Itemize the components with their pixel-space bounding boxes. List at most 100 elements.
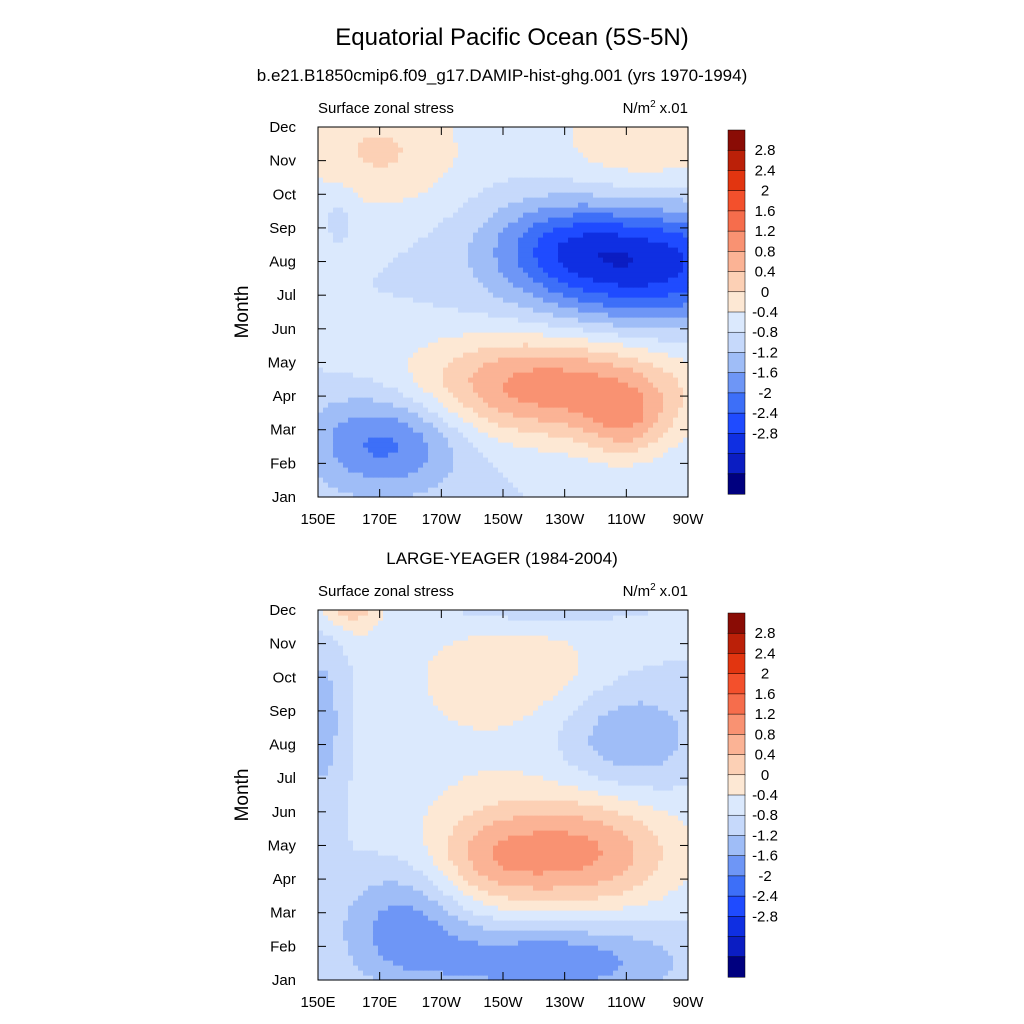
contour-cell — [488, 302, 494, 308]
contour-cell — [528, 337, 534, 343]
contour-cell — [683, 402, 689, 408]
contour-cell — [663, 417, 669, 423]
panel-1-left-label: Surface zonal stress — [318, 100, 454, 117]
contour-cell — [413, 247, 419, 253]
contour-cell — [433, 352, 439, 358]
contour-cell — [333, 312, 339, 318]
contour-cell — [603, 182, 609, 188]
contour-cell — [373, 447, 379, 453]
contour-cell — [493, 297, 499, 303]
contour-cell — [318, 367, 324, 373]
contour-cell — [363, 417, 369, 423]
contour-cell — [613, 212, 619, 218]
contour-cell — [638, 187, 644, 193]
contour-cell — [673, 452, 679, 458]
contour-cell — [443, 332, 449, 338]
contour-cell — [368, 467, 374, 473]
contour-cell — [478, 437, 484, 443]
contour-cell — [493, 432, 499, 438]
contour-cell — [368, 222, 374, 228]
contour-cell — [448, 452, 454, 458]
contour-cell — [428, 362, 434, 368]
contour-cell — [583, 367, 589, 373]
contour-cell — [548, 357, 554, 363]
contour-cell — [473, 427, 479, 433]
contour-cell — [538, 272, 544, 278]
contour-cell — [623, 462, 629, 468]
contour-cell — [508, 227, 514, 233]
contour-cell — [508, 217, 514, 223]
contour-cell — [548, 317, 554, 323]
contour-cell — [508, 182, 514, 188]
contour-cell — [643, 252, 649, 258]
contour-cell — [363, 162, 369, 168]
contour-cell — [403, 297, 409, 303]
contour-cell — [523, 307, 529, 313]
contour-cell — [543, 457, 549, 463]
contour-cell — [408, 492, 414, 498]
contour-cell — [648, 387, 654, 393]
contour-cell — [548, 417, 554, 423]
contour-cell — [468, 477, 474, 483]
contour-cell — [533, 412, 539, 418]
contour-cell — [578, 397, 584, 403]
contour-cell — [363, 292, 369, 298]
contour-cell — [643, 392, 649, 398]
contour-cell — [378, 217, 384, 223]
contour-cell — [628, 207, 634, 213]
contour-cell — [398, 237, 404, 243]
contour-cell — [628, 212, 634, 218]
contour-cell — [358, 167, 364, 173]
contour-cell — [398, 242, 404, 248]
contour-cell — [413, 427, 419, 433]
contour-cell — [488, 337, 494, 343]
contour-cell — [648, 237, 654, 243]
contour-cell — [403, 212, 409, 218]
contour-cell — [438, 342, 444, 348]
contour-cell — [573, 347, 579, 353]
contour-cell — [468, 367, 474, 373]
contour-cell — [673, 307, 679, 313]
contour-cell — [513, 407, 519, 413]
contour-cell — [328, 242, 334, 248]
contour-cell — [423, 242, 429, 248]
contour-cell — [558, 422, 564, 428]
contour-cell — [443, 337, 449, 343]
contour-cell — [468, 352, 474, 358]
contour-cell — [363, 227, 369, 233]
contour-cell — [663, 237, 669, 243]
contour-cell — [528, 472, 534, 478]
contour-cell — [438, 487, 444, 493]
contour-cell — [463, 192, 469, 198]
contour-cell — [538, 217, 544, 223]
contour-cell — [508, 327, 514, 333]
contour-cell — [578, 202, 584, 208]
contour-cell — [413, 422, 419, 428]
contour-cell — [658, 267, 664, 273]
contour-cell — [523, 182, 529, 188]
contour-cell — [478, 372, 484, 378]
contour-cell — [318, 197, 324, 203]
contour-cell — [358, 337, 364, 343]
contour-cell — [388, 172, 394, 178]
contour-cell — [443, 357, 449, 363]
contour-cell — [538, 372, 544, 378]
contour-cell — [533, 192, 539, 198]
contour-cell — [613, 472, 619, 478]
contour-cell — [598, 457, 604, 463]
contour-cell — [673, 162, 679, 168]
contour-cell — [423, 282, 429, 288]
contour-cell — [453, 442, 459, 448]
contour-cell — [388, 222, 394, 228]
contour-cell — [358, 332, 364, 338]
contour-cell — [553, 312, 559, 318]
contour-cell — [383, 262, 389, 268]
contour-cell — [578, 237, 584, 243]
contour-cell — [338, 187, 344, 193]
contour-cell — [348, 232, 354, 238]
contour-cell — [393, 282, 399, 288]
contour-cell — [583, 402, 589, 408]
contour-cell — [543, 297, 549, 303]
contour-cell — [583, 167, 589, 173]
contour-cell — [343, 382, 349, 388]
